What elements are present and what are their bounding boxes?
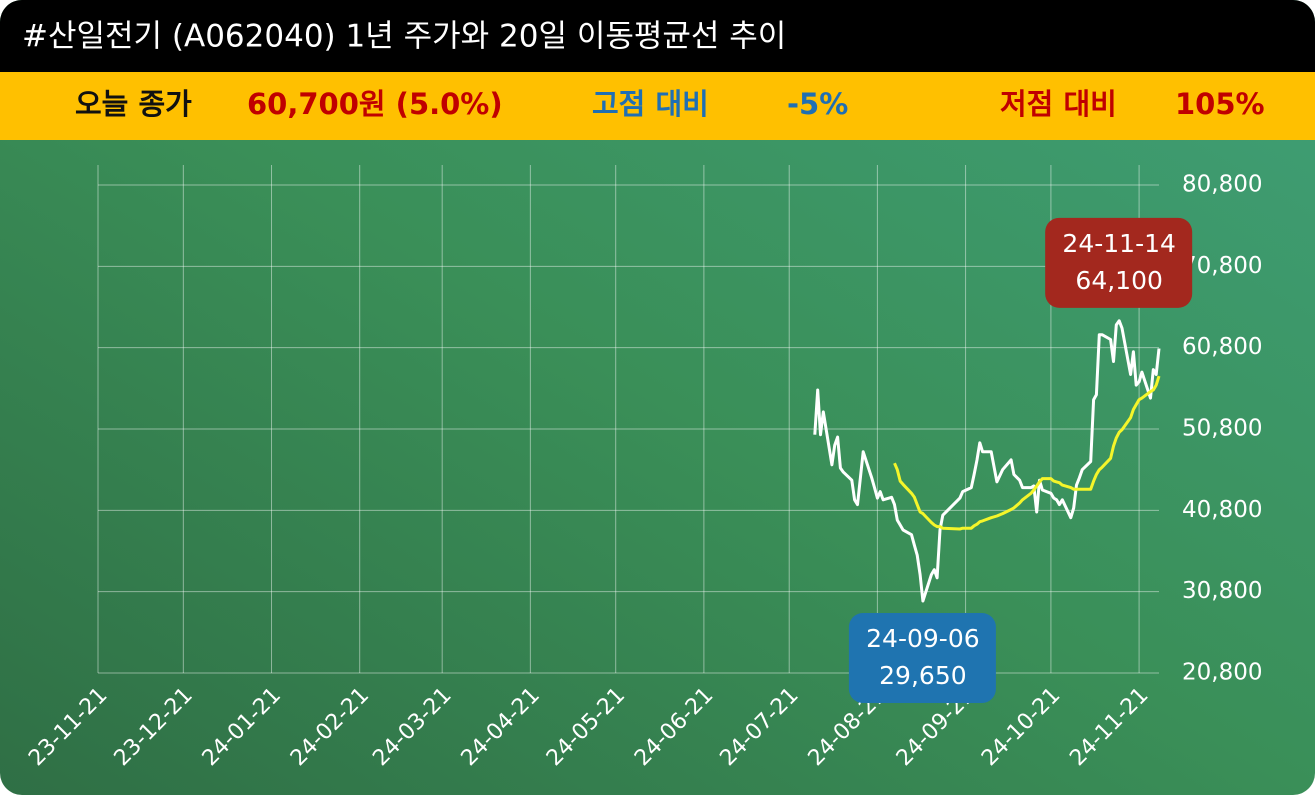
annotation-date: 24-11-14: [1062, 229, 1175, 258]
annotation-box: [848, 613, 996, 704]
summary-label: 고점 대비: [592, 87, 709, 121]
series-line: [893, 375, 1161, 531]
summary-value: 105%: [1175, 87, 1265, 121]
y-tick-label: 50,800: [1182, 416, 1262, 442]
chart-title: #산일전기 (A062040) 1년 주가와 20일 이동평균선 추이: [22, 19, 786, 55]
summary-bar: [0, 72, 1315, 140]
summary-value: 60,700원 (5.0%): [247, 87, 503, 121]
y-tick-label: 60,800: [1182, 334, 1262, 360]
summary-value: -5%: [787, 87, 848, 121]
annotation-value: 64,100: [1075, 266, 1162, 295]
y-tick-label: 40,800: [1182, 497, 1262, 523]
summary-label: 저점 대비: [1000, 87, 1117, 121]
title-bar: [0, 0, 1315, 72]
series-line: [813, 319, 1161, 603]
y-tick-label: 20,800: [1182, 660, 1262, 686]
annotation-value: 29,650: [879, 661, 966, 690]
y-tick-label: 80,800: [1182, 172, 1262, 198]
y-tick-label: 70,800: [1182, 253, 1262, 279]
annotation-box: [1045, 217, 1193, 308]
annotation-date: 24-09-06: [866, 624, 979, 653]
y-tick-label: 30,800: [1182, 578, 1262, 604]
summary-label: 오늘 종가: [75, 87, 192, 121]
